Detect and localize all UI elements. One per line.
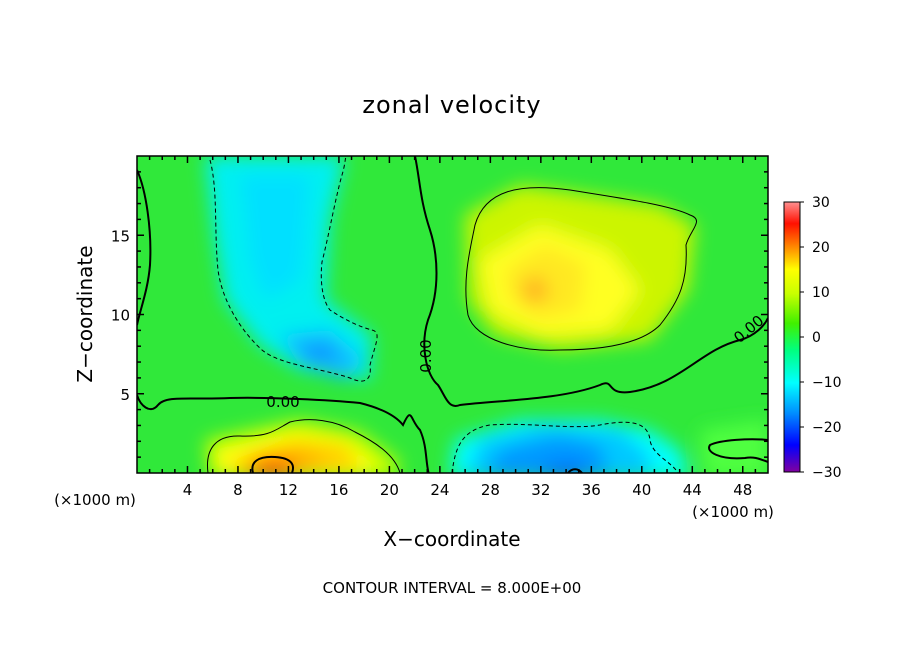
colorbar-ticks: 30 20 10 0 −10 −20 −30 [800, 195, 842, 481]
colorbar-tick-label: 10 [812, 285, 830, 301]
colorbar-tick-label: −10 [812, 375, 842, 391]
x-tick-label: 40 [632, 481, 651, 499]
contour-label-zero-center: 0.00 [417, 339, 435, 372]
x-tick-label: 4 [183, 481, 193, 499]
colorbar-tick-label: 20 [812, 240, 830, 256]
zero-contour-right-edge [708, 438, 768, 463]
x-tick-label: 12 [279, 481, 298, 499]
max-contour-lower-left [251, 455, 294, 473]
y-tick-label: 15 [111, 227, 130, 245]
y-axis-title: Z−coordinate [73, 245, 97, 382]
chart-title: zonal velocity [362, 91, 541, 119]
x-tick-label: 44 [683, 481, 702, 499]
contour-label-zero-lower: 0.00 [266, 393, 299, 411]
x-tick-label: 24 [430, 481, 449, 499]
contour-lines [137, 156, 768, 473]
colorbar [783, 201, 801, 473]
x-tick-label: 28 [481, 481, 500, 499]
zero-contour-lower [137, 394, 430, 473]
x-tick-label: 8 [233, 481, 243, 499]
zero-contour-center [414, 156, 768, 407]
x-tick-label: 36 [582, 481, 601, 499]
x-tick-label: 32 [531, 481, 550, 499]
zero-contour-left-edge [137, 169, 152, 326]
colorbar-tick-label: 0 [812, 330, 821, 346]
x-axis-title: X−coordinate [383, 527, 520, 551]
minus8-contour-upper-left [209, 156, 378, 382]
contour-interval-footer: CONTOUR INTERVAL = 8.000E+00 [323, 579, 582, 597]
x-unit-label-left: (×1000 m) [54, 491, 136, 509]
x-unit-label-right: (×1000 m) [692, 503, 774, 521]
y-tick-label: 10 [111, 307, 130, 325]
y-tick-label: 5 [120, 386, 130, 404]
x-tick-label: 20 [380, 481, 399, 499]
velocity-field [137, 156, 768, 473]
colorbar-tick-label: −30 [812, 465, 842, 481]
axis-ticks [137, 156, 768, 473]
plus8-contour-upper-right [465, 187, 697, 351]
x-tick-label: 48 [733, 481, 752, 499]
plus8-contour-lower-left [206, 419, 401, 473]
x-tick-label: 16 [329, 481, 348, 499]
colorbar-tick-label: −20 [812, 420, 842, 436]
colorbar-tick-label: 30 [812, 195, 830, 211]
